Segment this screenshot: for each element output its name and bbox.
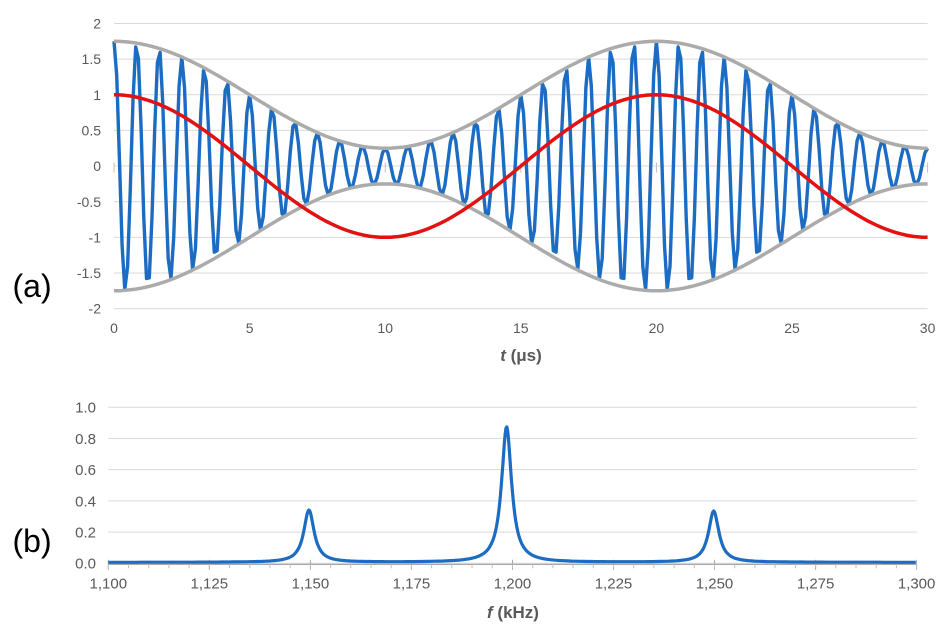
svg-text:1,150: 1,150: [292, 576, 330, 593]
svg-text:1.0: 1.0: [75, 400, 96, 417]
svg-text:20: 20: [649, 320, 665, 336]
svg-text:1,100: 1,100: [90, 576, 128, 593]
svg-text:f (kHz): f (kHz): [487, 603, 539, 622]
svg-text:-0.5: -0.5: [77, 194, 101, 210]
svg-text:0: 0: [110, 320, 118, 336]
svg-text:1,225: 1,225: [595, 576, 633, 593]
svg-text:15: 15: [513, 320, 529, 336]
svg-text:0.4: 0.4: [75, 493, 96, 510]
svg-text:-1.5: -1.5: [77, 265, 101, 281]
svg-text:0.6: 0.6: [75, 462, 96, 479]
svg-text:(a): (a): [13, 268, 52, 304]
svg-text:1,300: 1,300: [898, 576, 936, 593]
svg-text:0.2: 0.2: [75, 525, 96, 542]
svg-text:(b): (b): [13, 523, 52, 559]
svg-text:1: 1: [93, 87, 101, 103]
svg-text:1,175: 1,175: [393, 576, 431, 593]
svg-text:1.5: 1.5: [82, 51, 102, 67]
svg-text:-1: -1: [89, 229, 102, 245]
svg-text:2: 2: [93, 16, 101, 32]
svg-text:1,200: 1,200: [494, 576, 532, 593]
svg-text:0.5: 0.5: [82, 123, 102, 139]
svg-text:0.8: 0.8: [75, 431, 96, 448]
svg-text:0.0: 0.0: [75, 556, 96, 573]
svg-text:-2: -2: [89, 301, 102, 317]
svg-text:30: 30: [920, 320, 936, 336]
svg-text:5: 5: [246, 320, 254, 336]
svg-text:25: 25: [784, 320, 800, 336]
svg-text:t (μs): t (μs): [500, 346, 542, 365]
svg-text:1,125: 1,125: [191, 576, 229, 593]
svg-text:10: 10: [377, 320, 393, 336]
svg-text:1,275: 1,275: [797, 576, 835, 593]
svg-text:0: 0: [93, 158, 101, 174]
svg-text:1,250: 1,250: [696, 576, 734, 593]
